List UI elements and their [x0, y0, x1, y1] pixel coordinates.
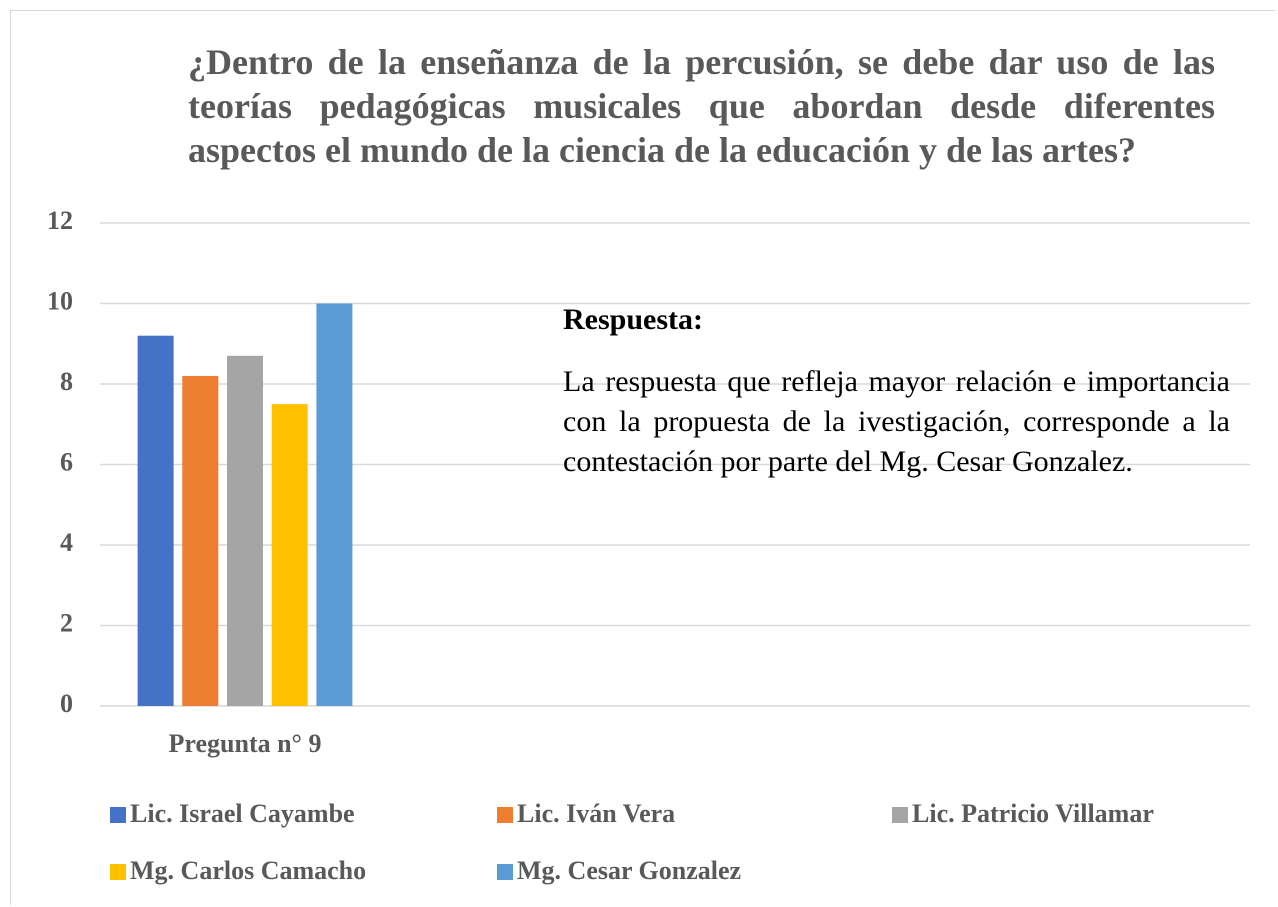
legend-label: Lic. Patricio Villamar	[912, 799, 1154, 828]
legend-swatch	[110, 864, 126, 880]
chart-title: ¿Dentro de la enseñanza de la percusión,…	[188, 42, 1215, 170]
annotation-title: Respuesta:	[563, 303, 703, 336]
legend-label: Mg. Carlos Camacho	[130, 856, 366, 885]
y-tick-label: 12	[47, 206, 73, 235]
y-tick-label: 6	[60, 447, 73, 476]
annotation-text: La respuesta que refleja mayor relación …	[563, 365, 1230, 478]
chart-frame	[10, 10, 1276, 905]
legend-swatch	[497, 807, 513, 823]
bar	[137, 335, 174, 706]
y-tick-label: 2	[60, 608, 73, 637]
bar	[316, 303, 353, 706]
bar	[227, 355, 263, 706]
y-tick-label: 8	[60, 367, 73, 396]
y-tick-label: 0	[60, 689, 73, 718]
legend-swatch	[892, 807, 908, 823]
legend-swatch	[497, 864, 513, 880]
bar	[271, 404, 308, 706]
legend-label: Lic. Israel Cayambe	[130, 799, 355, 828]
legend-label: Mg. Cesar Gonzalez	[517, 856, 741, 885]
x-tick-label: Pregunta n° 9	[169, 729, 322, 758]
y-tick-label: 4	[60, 528, 73, 557]
bar	[182, 375, 219, 706]
legend-swatch	[110, 807, 126, 823]
legend-label: Lic. Iván Vera	[517, 799, 675, 828]
y-tick-label: 10	[47, 286, 73, 315]
